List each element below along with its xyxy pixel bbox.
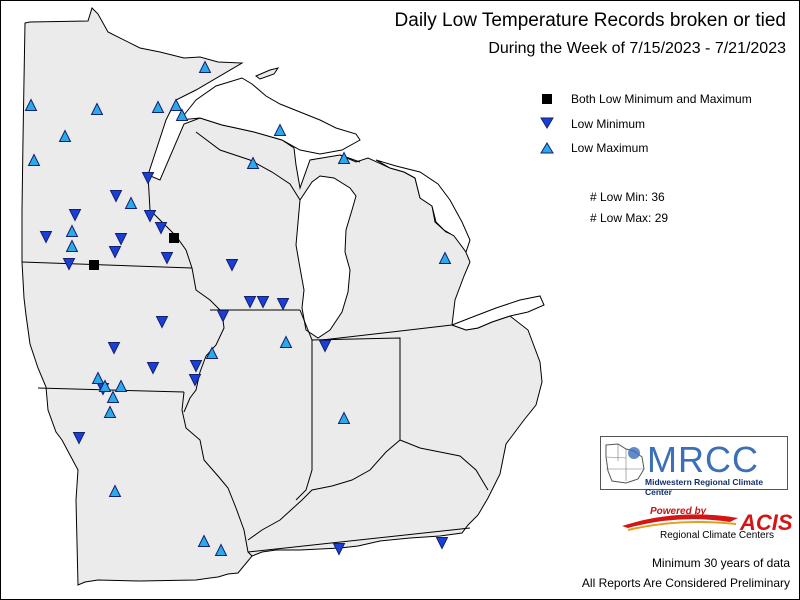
low-maximum-record-marker: [65, 239, 79, 252]
map-title: Daily Low Temperature Records broken or …: [394, 10, 786, 31]
footer-min-years: Minimum 30 years of data: [651, 556, 790, 570]
midwest-map-icon: [605, 443, 645, 484]
low-minimum-record-marker: [318, 340, 332, 353]
low-minimum-record-marker: [143, 210, 157, 223]
low-maximum-record-marker: [103, 405, 117, 418]
legend-label: Low Minimum: [571, 117, 646, 131]
lake-erie: [450, 295, 545, 331]
legend-low-minimum-triangle-down-icon: [540, 117, 554, 129]
state-borders: [21, 131, 489, 557]
legend-symbols: [540, 94, 554, 154]
low-maximum-record-marker: [438, 251, 452, 264]
low-maximum-record-marker: [65, 224, 79, 237]
acis-subtitle: Regional Climate Centers: [660, 530, 774, 541]
acis-logo: Powered by ACIS Regional Climate Centers: [618, 504, 793, 548]
both-records-marker: [169, 233, 179, 243]
legend-low-maximum-triangle-up-icon: [540, 142, 554, 154]
legend-item-low-minimum: Low Minimum: [571, 116, 645, 132]
isle-royale: [255, 67, 280, 80]
legend-item-both: Both Low Minimum and Maximum: [571, 91, 752, 107]
low-maximum-record-marker: [197, 534, 211, 547]
low-minimum-record-marker: [39, 231, 53, 244]
legend-label: Both Low Minimum and Maximum: [571, 92, 752, 106]
low-minimum-record-marker: [189, 360, 203, 373]
low-maximum-record-marker: [91, 371, 105, 384]
low-maximum-record-marker: [114, 379, 128, 392]
low-maximum-record-marker: [24, 98, 38, 111]
low-maximum-record-marker: [106, 390, 120, 403]
low-minimum-record-marker: [154, 222, 168, 235]
low-maximum-record-marker: [169, 98, 183, 111]
mrcc-logo: MRCC Midwestern Regional Climate Center: [600, 436, 788, 497]
low-minimum-record-marker: [107, 342, 121, 355]
low-maximum-record-marker: [214, 543, 228, 556]
mrcc-logo-text: MRCC: [647, 439, 759, 480]
low-maximum-record-marker: [98, 379, 112, 392]
low-minimum-record-marker: [72, 432, 86, 445]
low-minimum-record-marker: [243, 296, 257, 309]
low-maximum-record-marker: [198, 60, 212, 73]
low-minimum-record-marker: [141, 172, 155, 185]
lake-superior: [178, 77, 361, 155]
acis-name: ACIS: [740, 510, 793, 535]
low-minimum-record-marker: [276, 298, 290, 311]
low-minimum-record-marker: [188, 374, 202, 387]
low-maximum-record-marker: [337, 151, 351, 164]
mrcc-logo-subtitle: Midwestern Regional Climate Center: [645, 477, 764, 497]
low-maximum-record-marker: [58, 129, 72, 142]
low-minimum-record-marker: [160, 252, 174, 265]
low-min-count: # Low Min: 36: [590, 190, 665, 204]
low-maximum-record-marker: [90, 102, 104, 115]
low-minimum-record-marker: [62, 258, 76, 271]
low-maximum-record-marker: [273, 123, 287, 136]
acis-powered-by: Powered by: [650, 506, 707, 517]
low-max-count: # Low Max: 29: [590, 211, 669, 225]
low-maximum-record-marker: [27, 153, 41, 166]
low-minimum-record-marker: [109, 190, 123, 203]
legend-label: Low Maximum: [571, 141, 649, 155]
low-minimum-record-marker: [216, 310, 230, 323]
low-minimum-record-marker: [332, 543, 346, 556]
low-minimum-record-marker: [108, 246, 122, 259]
low-minimum-record-marker: [155, 316, 169, 329]
legend-both-square-icon: [542, 94, 552, 104]
footer-preliminary: All Reports Are Considered Preliminary: [581, 576, 790, 590]
low-minimum-record-marker: [435, 537, 449, 550]
low-maximum-record-marker: [175, 108, 189, 121]
legend-item-low-maximum: Low Maximum: [571, 140, 648, 156]
record-markers: [24, 60, 452, 556]
lake-michigan: [295, 175, 357, 339]
low-maximum-record-marker: [246, 156, 260, 169]
low-maximum-record-marker: [124, 196, 138, 209]
low-minimum-record-marker: [68, 209, 82, 222]
low-maximum-record-marker: [205, 346, 219, 359]
low-maximum-record-marker: [108, 484, 122, 497]
both-records-marker: [89, 260, 99, 270]
low-minimum-record-marker: [256, 296, 270, 309]
acis-swoosh-icon: [622, 514, 738, 531]
lake-huron: [375, 159, 471, 254]
low-maximum-record-marker: [279, 335, 293, 348]
low-maximum-record-marker: [337, 411, 351, 424]
low-maximum-record-marker: [151, 100, 165, 113]
map-subtitle: During the Week of 7/15/2023 - 7/21/2023: [488, 40, 786, 57]
low-minimum-record-marker: [114, 233, 128, 246]
low-minimum-record-marker: [225, 259, 239, 272]
low-minimum-record-marker: [146, 362, 160, 375]
